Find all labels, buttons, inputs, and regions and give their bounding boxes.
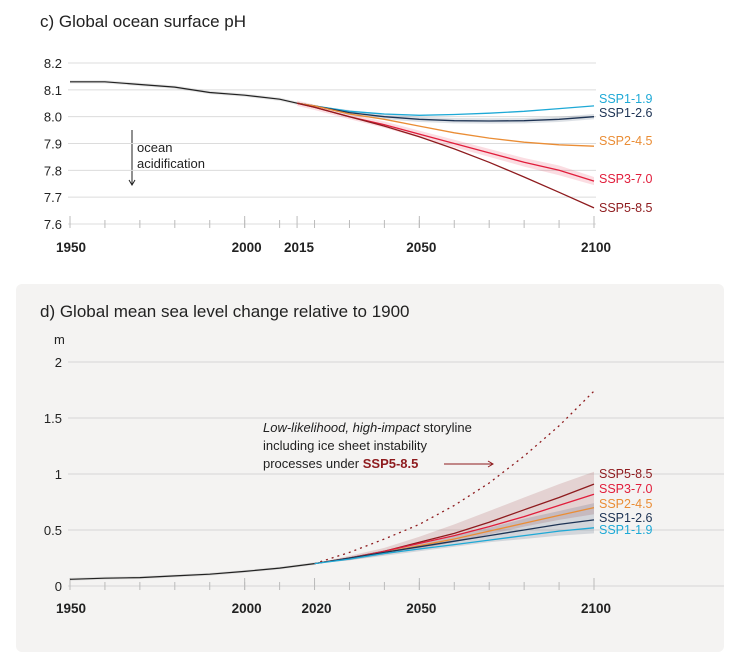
chart-d-y-tick-label: 2 [55,355,62,370]
chart-c-label-ssp3-7.0: SSP3-7.0 [599,172,653,186]
chart-d-y-tick-label: 1.5 [44,411,62,426]
chart-d-x-tick-label: 2000 [232,601,262,616]
chart-d-storyline-dotted-line [314,390,595,565]
chart-c-band-ssp1-2.6 [297,103,594,124]
chart-c-y-tick-label: 8.2 [44,56,62,71]
storyline-line-3: processes under SSP5-8.5 [263,456,418,471]
chart-d-title: d) Global mean sea level change relative… [40,302,410,321]
chart-c-y-tick-label: 7.6 [44,217,62,232]
chart-c-historical-band [70,80,298,105]
chart-c-y-tick-label: 8.0 [44,110,62,125]
chart-d-series-ssp1-2.6 [314,519,595,565]
chart-c-x-tick-label: 1950 [56,240,86,255]
chart-d-band-ssp5-8.5 [314,471,594,564]
chart-c-y-tick-label: 7.9 [44,137,62,152]
chart-d-y-tick-label: 0.5 [44,523,62,538]
chart-d-x-tick-label: 2020 [302,601,332,616]
chart-c-y-tick-label: 8.1 [44,83,62,98]
chart-d-x-tick-label: 1950 [56,601,86,616]
storyline-arrow-head-icon [487,460,494,468]
chart-c-series-ssp1-2.6 [297,102,595,122]
chart-c-x-tick-label: 2015 [284,240,315,255]
chart-d-panel [16,284,724,652]
chart-c-y-tick-label: 7.8 [44,163,62,178]
chart-d-historical-line [69,563,315,580]
chart-d-label-ssp3-7.0: SSP3-7.0 [599,482,653,496]
chart-c-series-ssp2-4.5 [297,102,595,147]
chart-c-label-ssp2-4.5: SSP2-4.5 [599,134,653,148]
ocean-acidification-label-2: acidification [137,156,205,171]
chart-d-y-unit: m [54,332,65,347]
storyline-line-1: Low-likelihood, high-impact storyline [263,420,472,435]
chart-d-series-ssp1-1.9 [314,527,595,565]
storyline-line-2: including ice sheet instability [263,438,428,453]
chart-c-label-ssp1-2.6: SSP1-2.6 [599,106,653,120]
chart-d-label-ssp2-4.5: SSP2-4.5 [599,497,653,511]
chart-d-label-ssp1-1.9: SSP1-1.9 [599,523,653,537]
chart-c-x-tick-label: 2050 [406,240,436,255]
chart-c-label-ssp5-8.5: SSP5-8.5 [599,201,653,215]
chart-c-x-tick-label: 2000 [232,240,262,255]
chart-c-title: c) Global ocean surface pH [40,12,246,31]
chart-c-label-ssp1-1.9: SSP1-1.9 [599,92,653,106]
chart-d-x-tick-label: 2050 [406,601,436,616]
chart-d-x-tick-label: 2100 [581,601,611,616]
chart-c-x-tick-label: 2100 [581,240,611,255]
chart-d-y-tick-label: 1 [55,467,62,482]
acidification-arrow-head-icon [128,179,136,186]
chart-c-y-tick-label: 7.7 [44,190,62,205]
chart-c-historical-line [70,81,298,104]
chart-d-label-ssp5-8.5: SSP5-8.5 [599,467,653,481]
chart-c-band-ssp3-7.0 [297,100,594,186]
chart-c-series-ssp5-8.5 [296,102,595,209]
chart-d-label-ssp1-2.6: SSP1-2.6 [599,511,653,525]
chart-d-y-tick-label: 0 [55,579,62,594]
ocean-acidification-label-1: ocean [137,140,172,155]
